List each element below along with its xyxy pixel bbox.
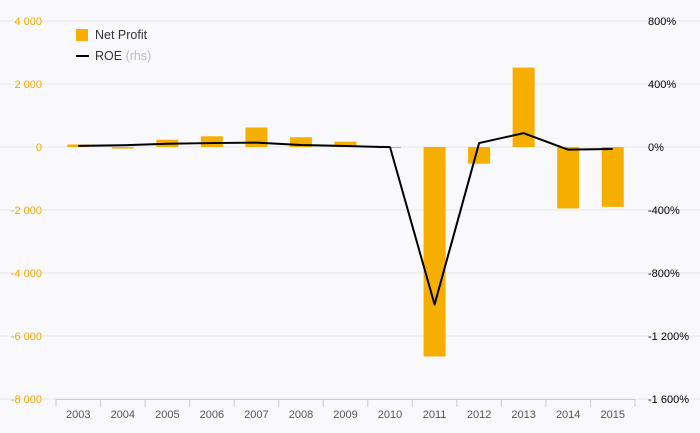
x-tick-label: 2015	[600, 409, 624, 421]
net-profit-bar	[557, 147, 580, 209]
net-profit-legend-swatch	[76, 29, 88, 41]
y-right-tick-label: -1 200%	[648, 331, 689, 343]
net-profit-bar	[289, 137, 312, 147]
legend: Net Profit ROE (rhs)	[76, 28, 151, 63]
gridlines	[0, 20, 700, 400]
y-right-tick-label: 400%	[648, 79, 676, 91]
x-tick-label: 2008	[289, 409, 313, 421]
x-tick-label: 2007	[244, 409, 268, 421]
net-profit-legend-label: Net Profit	[95, 28, 148, 42]
net-profit-bar	[468, 147, 491, 164]
y-right-tick-label: -1 600%	[648, 394, 689, 406]
y-left-tick-label: -8 000	[11, 394, 42, 406]
x-tick-label: 2014	[556, 409, 580, 421]
net-profit-bars	[67, 67, 624, 357]
x-tick-label: 2003	[66, 409, 90, 421]
roe-legend-note: (rhs)	[126, 49, 152, 63]
y-left-tick-label: -2 000	[11, 205, 42, 217]
net-profit-bar	[601, 147, 624, 207]
net-profit-bar	[423, 147, 446, 357]
net-profit-bar	[111, 147, 134, 149]
y-right-tick-label: -800%	[648, 268, 680, 280]
y-left-tick-label: 0	[36, 142, 42, 154]
y-right-tick-label: 800%	[648, 16, 676, 28]
x-tick-label: 2009	[333, 409, 357, 421]
roe-line-group	[78, 132, 613, 306]
x-tick-label: 2004	[111, 409, 135, 421]
roe-legend-label: ROE (rhs)	[95, 49, 151, 63]
x-tick-label: 2011	[423, 409, 447, 421]
y-left-tick-label: -6 000	[11, 331, 42, 343]
y-left-tick-label: -4 000	[11, 268, 42, 280]
x-tick-label: 2013	[511, 409, 535, 421]
net-profit-bar	[512, 67, 535, 147]
y-right-tick-label: 0%	[648, 142, 664, 154]
x-tick-label: 2006	[200, 409, 224, 421]
axes: 4 000 2 000 0 -2 000 -4 000 -6 000 -8 000 800% 4…	[11, 16, 689, 421]
net-profit-bar	[245, 127, 268, 147]
x-tick-label: 2005	[155, 409, 179, 421]
y-left-tick-label: 2 000	[14, 79, 42, 91]
y-left-tick-label: 4 000	[14, 16, 42, 28]
net-profit-bar	[200, 136, 223, 147]
x-tick-label: 2012	[467, 409, 491, 421]
x-tick-label: 2010	[378, 409, 402, 421]
net-profit-bar	[334, 141, 357, 147]
y-right-tick-label: -400%	[648, 205, 680, 217]
roe-line	[78, 132, 613, 306]
